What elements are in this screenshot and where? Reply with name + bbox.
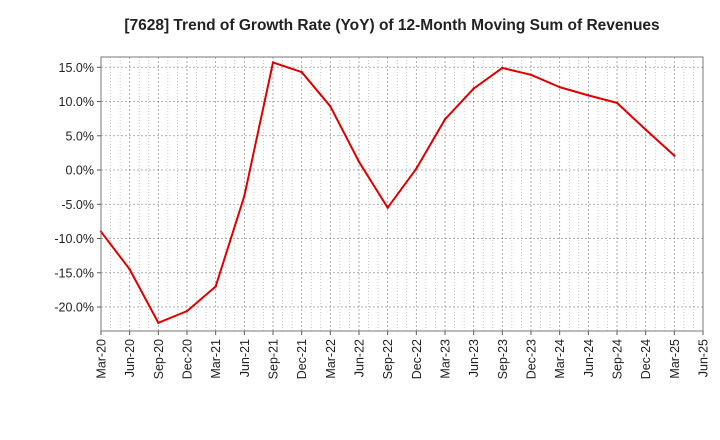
data-point <box>271 61 275 64</box>
x-tick-label: Dec-20 <box>181 339 195 379</box>
x-tick-label: Sep-20 <box>152 339 166 379</box>
chart-title: [7628] Trend of Growth Rate (YoY) of 12-… <box>124 17 659 34</box>
x-tick-label: Mar-25 <box>668 339 682 379</box>
x-tick-label: Dec-21 <box>295 339 309 379</box>
x-tick-label: Jun-25 <box>697 339 711 377</box>
data-point <box>501 66 504 70</box>
y-tick-label: 10.0% <box>59 95 94 109</box>
data-point <box>529 73 533 77</box>
data-point <box>357 160 361 164</box>
data-point <box>615 101 619 105</box>
data-point <box>243 194 246 198</box>
x-tick-label: Sep-22 <box>381 339 395 379</box>
x-tick-label: Jun-20 <box>123 339 137 377</box>
series-layer <box>99 61 676 324</box>
plot-frame <box>100 56 704 332</box>
x-tick-label: Dec-24 <box>639 339 653 379</box>
data-point <box>443 118 447 121</box>
x-tick-label: Sep-24 <box>611 339 625 379</box>
data-point <box>214 285 217 288</box>
x-tick-label: Mar-20 <box>95 339 109 379</box>
x-tick-label: Jun-23 <box>467 339 481 377</box>
y-tick-label: -15.0% <box>54 266 94 280</box>
x-tick-label: Jun-24 <box>582 339 596 377</box>
data-point <box>558 85 561 89</box>
data-point <box>386 206 389 209</box>
x-tick-label: Mar-24 <box>553 339 567 379</box>
data-point <box>472 87 475 90</box>
x-tick-label: Mar-22 <box>324 339 338 379</box>
data-point <box>157 321 160 324</box>
data-point <box>128 268 131 271</box>
x-tick-label: Dec-23 <box>525 339 539 379</box>
x-tick-label: Jun-22 <box>353 339 367 377</box>
data-point <box>329 105 332 108</box>
data-point <box>644 128 647 131</box>
data-point <box>673 154 676 157</box>
y-tick-label: 15.0% <box>59 61 94 75</box>
data-point <box>587 94 590 97</box>
x-tick-label: Mar-21 <box>209 339 223 379</box>
x-tick-label: Sep-21 <box>267 339 281 379</box>
y-axis: 15.0% 10.0% 5.0% 0.0% -5.0% -10.0% -15.0% -20.0… <box>54 61 101 315</box>
y-tick-label: -10.0% <box>54 232 94 246</box>
x-tick-label: Sep-23 <box>496 339 510 379</box>
data-point <box>415 167 418 170</box>
data-point <box>185 309 189 313</box>
x-tick-label: Mar-23 <box>439 339 453 379</box>
x-tick-label: Jun-21 <box>238 339 252 377</box>
grid <box>101 57 703 331</box>
y-tick-label: -5.0% <box>61 198 94 212</box>
x-tick-label: Dec-22 <box>410 339 424 379</box>
y-tick-label: 0.0% <box>66 164 95 178</box>
data-point <box>300 70 303 74</box>
x-axis: Mar-20 Jun-20 Sep-20 Dec-20 Mar-21 Jun-21 Sep-… <box>95 331 711 379</box>
y-tick-label: 5.0% <box>66 129 95 143</box>
y-tick-label: -20.0% <box>54 301 94 315</box>
